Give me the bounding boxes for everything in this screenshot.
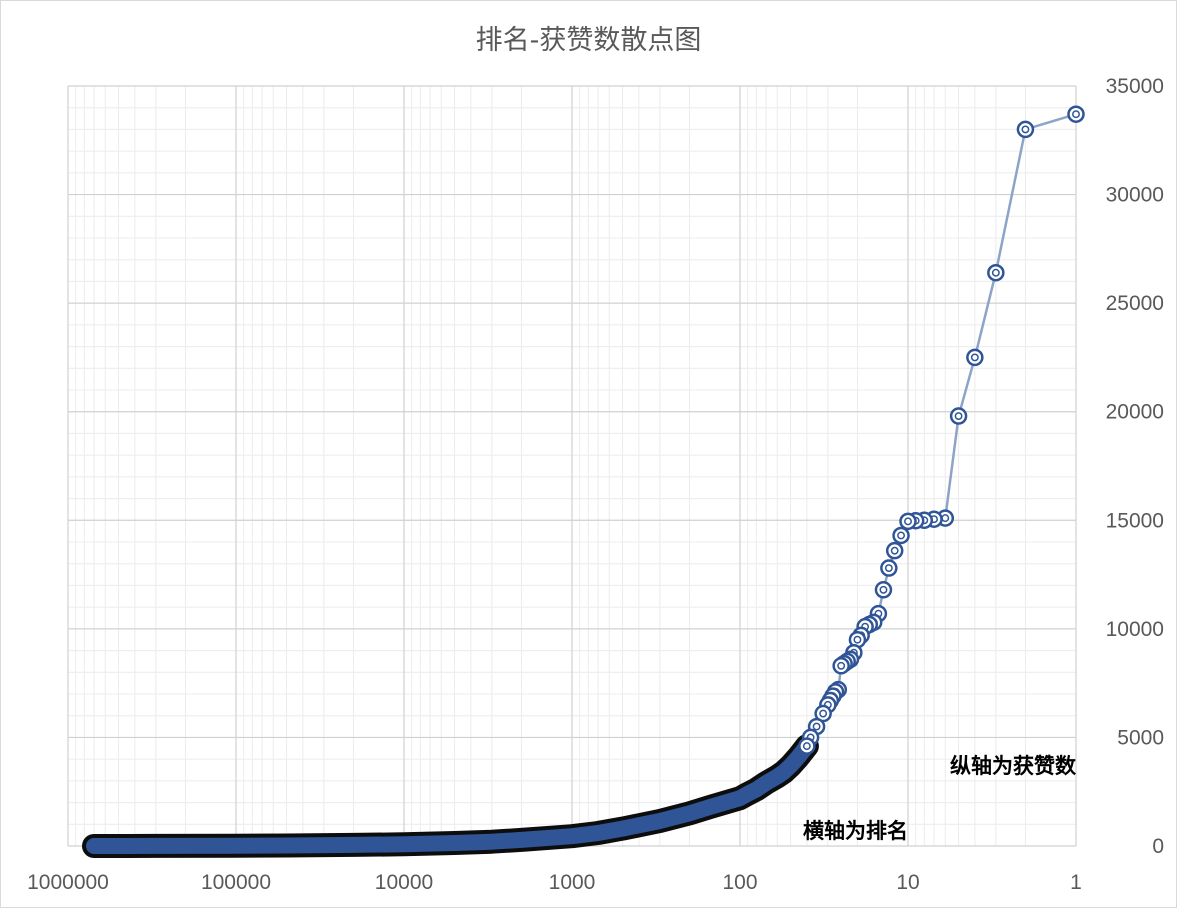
data-point-inner — [970, 353, 979, 362]
data-point — [949, 407, 968, 425]
data-point — [885, 541, 904, 560]
x-tick-label: 100000 — [201, 871, 271, 894]
data-point-inner — [819, 709, 828, 718]
dense-band-outline — [82, 734, 819, 858]
x-tick-label: 10 — [896, 871, 919, 894]
data-point — [987, 263, 1005, 282]
y-tick-label: 30000 — [1106, 184, 1164, 207]
y-tick-label: 25000 — [1106, 292, 1164, 315]
x-axis-tick-labels: 1000000 100000 10000 1000 100 10 1 — [27, 871, 1082, 894]
y-tick-label: 20000 — [1106, 401, 1164, 424]
y-axis-note: 纵轴为获赞数 — [950, 754, 1077, 778]
data-point-inner — [879, 585, 888, 594]
major-gridlines — [67, 85, 1077, 847]
x-tick-label: 1000000 — [27, 871, 109, 894]
dense-band-fill — [86, 738, 815, 854]
data-point — [966, 348, 984, 367]
x-axis-note: 横轴为排名 — [803, 819, 908, 843]
data-point — [798, 737, 816, 755]
y-axis-tick-labels: 0 5000 10000 15000 20000 25000 30000 35000 — [1106, 75, 1164, 858]
data-point-inner — [1072, 110, 1080, 119]
y-tick-label: 35000 — [1106, 75, 1164, 98]
data-point-inner — [904, 517, 912, 526]
data-point-inner — [897, 531, 905, 540]
data-point-inner — [853, 635, 862, 644]
data-point-inner — [954, 412, 963, 421]
data-point-inner — [991, 268, 1000, 277]
data-point-inner — [837, 661, 846, 670]
y-tick-label: 0 — [1152, 835, 1164, 858]
data-point — [874, 581, 893, 599]
chart-title: 排名-获赞数散点图 — [475, 25, 702, 56]
y-tick-label: 15000 — [1106, 509, 1164, 532]
data-points — [798, 105, 1085, 755]
x-tick-label: 100 — [722, 871, 757, 894]
data-point — [899, 512, 917, 531]
x-tick-label: 1000 — [549, 871, 596, 894]
y-tick-label: 10000 — [1106, 618, 1164, 641]
data-point-inner — [1021, 125, 1030, 134]
data-point-inner — [890, 546, 899, 555]
data-point — [832, 657, 850, 675]
x-tick-label: 10000 — [375, 871, 433, 894]
data-point-inner — [802, 742, 811, 751]
data-point — [880, 559, 898, 577]
data-point — [1067, 105, 1085, 123]
y-tick-label: 5000 — [1117, 726, 1164, 749]
data-point-inner — [812, 722, 821, 731]
x-tick-label: 1 — [1070, 871, 1082, 894]
series-line — [82, 113, 1077, 858]
data-point — [892, 526, 910, 545]
data-point-inner — [884, 564, 893, 573]
data-point — [1016, 120, 1035, 139]
